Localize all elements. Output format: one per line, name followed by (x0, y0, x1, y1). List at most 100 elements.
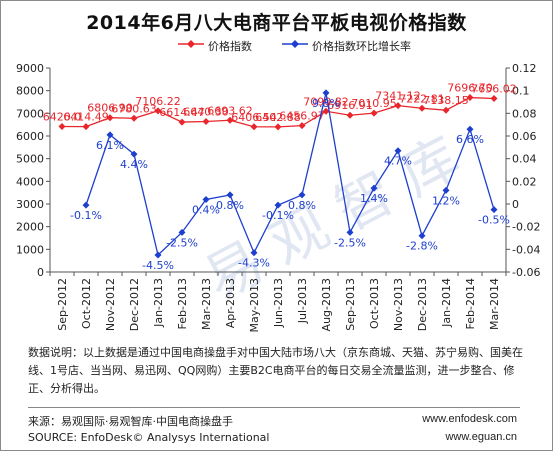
data-point (346, 228, 354, 236)
data-point (274, 201, 282, 209)
data-point (202, 195, 210, 203)
data-point (394, 147, 402, 155)
data-point (370, 184, 378, 192)
website-enfodesk: www.enfodesk.com (422, 413, 517, 425)
data-label: 6456.97 (279, 110, 325, 123)
data-note: 数据说明：以上数据是通过中国电商操盘手对中国大陆市场八大（京东商城、天猫、苏宁易… (28, 346, 523, 395)
x-tick-label: Jan-2014 (440, 278, 453, 328)
data-point (490, 94, 498, 102)
x-tick-label: Feb-2013 (176, 278, 189, 329)
data-point (130, 114, 138, 122)
data-point (178, 228, 186, 236)
source-cn: 来源：易观国际·易观智库·中国电商操盘手 (28, 415, 233, 428)
x-tick-label: Mar-2013 (200, 278, 213, 330)
data-label: 4.7% (384, 155, 412, 168)
data-label: 6414.49 (63, 111, 109, 124)
data-point (250, 123, 258, 131)
data-point (154, 107, 162, 115)
data-point (394, 102, 402, 110)
data-point (418, 104, 426, 112)
legend-label-price-index: 价格指数 (208, 40, 252, 53)
data-label: 4.4% (120, 158, 148, 171)
data-label: 0.8% (216, 199, 244, 212)
data-label: 7656.02 (471, 82, 517, 95)
data-point (202, 117, 210, 125)
y-right-tick-label: -0.02 (512, 221, 540, 234)
y-left-tick-label: 5000 (16, 153, 44, 166)
data-label: 6614.47 (159, 106, 205, 119)
website-eguan: www.eguan.cn (445, 431, 517, 443)
data-label: 7222.81 (399, 92, 445, 105)
data-point (82, 123, 90, 131)
data-label: 6806.90 (87, 102, 133, 115)
chart-svg: 0 1000 2000 3000 4000 5000 6000 7000 8000 9000 -0.… (16, 62, 540, 333)
data-label: 7106.22 (135, 95, 181, 108)
x-tick-label: Nov-2013 (392, 278, 405, 331)
y-left-tick-label: 8000 (16, 85, 44, 98)
y-right-tick-label: -0.04 (512, 243, 540, 256)
y-right-tick-label: 0.1 (512, 85, 530, 98)
x-tick-label: Jun-2013 (272, 278, 285, 328)
data-label: -2.5% (334, 236, 366, 249)
x-tick-label: Sep-2013 (344, 278, 357, 331)
data-point (466, 94, 474, 102)
y-right-tick-label: 0.08 (512, 107, 537, 120)
data-point (226, 191, 234, 199)
data-point (82, 201, 90, 209)
data-label: 1.2% (432, 194, 460, 207)
data-point (442, 106, 450, 114)
y-left-tick-label: 9000 (16, 62, 44, 75)
data-point (106, 114, 114, 122)
data-point (490, 206, 498, 214)
data-point (274, 123, 282, 131)
data-label: 7138.15 (423, 94, 469, 107)
data-label: 0.8% (288, 199, 316, 212)
y-left-tick-label: 0 (37, 266, 44, 279)
data-point (178, 118, 186, 126)
data-point (418, 232, 426, 240)
data-label: 6402.88 (255, 111, 301, 124)
data-point (322, 107, 330, 115)
data-point (130, 150, 138, 158)
x-tick-label: Dec-2013 (416, 278, 429, 331)
x-tick-label: Oct-2013 (368, 278, 381, 329)
data-label: 7341.12 (375, 90, 421, 103)
y-right-tick-label: -0.06 (512, 266, 540, 279)
data-label: 6420.0 (43, 110, 82, 123)
y-right-tick-label: 0.02 (512, 175, 537, 188)
y-right-tick-label: 0.12 (512, 62, 537, 75)
y-right-tick-label: 0.04 (512, 153, 537, 166)
data-point (322, 89, 330, 97)
data-point (226, 116, 234, 124)
data-label: -4.5% (142, 259, 174, 272)
data-point (466, 125, 474, 133)
y-left-tick-label: 6000 (16, 130, 44, 143)
x-tick-label: Feb-2014 (464, 278, 477, 329)
data-label: 6693.62 (207, 104, 253, 117)
data-label: 6406.54 (231, 111, 277, 124)
x-tick-label: Oct-2012 (80, 278, 93, 329)
y-right-tick-label: 0.06 (512, 130, 537, 143)
x-tick-label: Jul-2013 (296, 278, 309, 324)
legend-label-growth-rate: 价格指数环比增长率 (312, 40, 411, 53)
footer-divider (28, 407, 520, 408)
data-point (346, 111, 354, 119)
y-right-tick-label: 0 (512, 198, 519, 211)
x-tick-label: Sep-2012 (56, 278, 69, 331)
data-label: 6916.91 (327, 99, 373, 112)
data-point (58, 122, 66, 130)
data-label: 7090.82 (303, 95, 349, 108)
y-left-tick-label: 3000 (16, 198, 44, 211)
data-label: -2.5% (166, 236, 198, 249)
x-tick-label: Mar-2014 (488, 278, 501, 330)
data-label: -4.3% (238, 257, 270, 270)
x-tick-label: Jan-2013 (152, 278, 165, 328)
data-point (298, 191, 306, 199)
x-tick-label: Dec-2012 (128, 278, 141, 331)
y-left-tick-label: 4000 (16, 175, 44, 188)
x-tick-label: May-2013 (248, 278, 261, 333)
data-point (298, 122, 306, 130)
data-label: -2.8% (406, 240, 438, 253)
y-left-tick-label: 1000 (16, 243, 44, 256)
